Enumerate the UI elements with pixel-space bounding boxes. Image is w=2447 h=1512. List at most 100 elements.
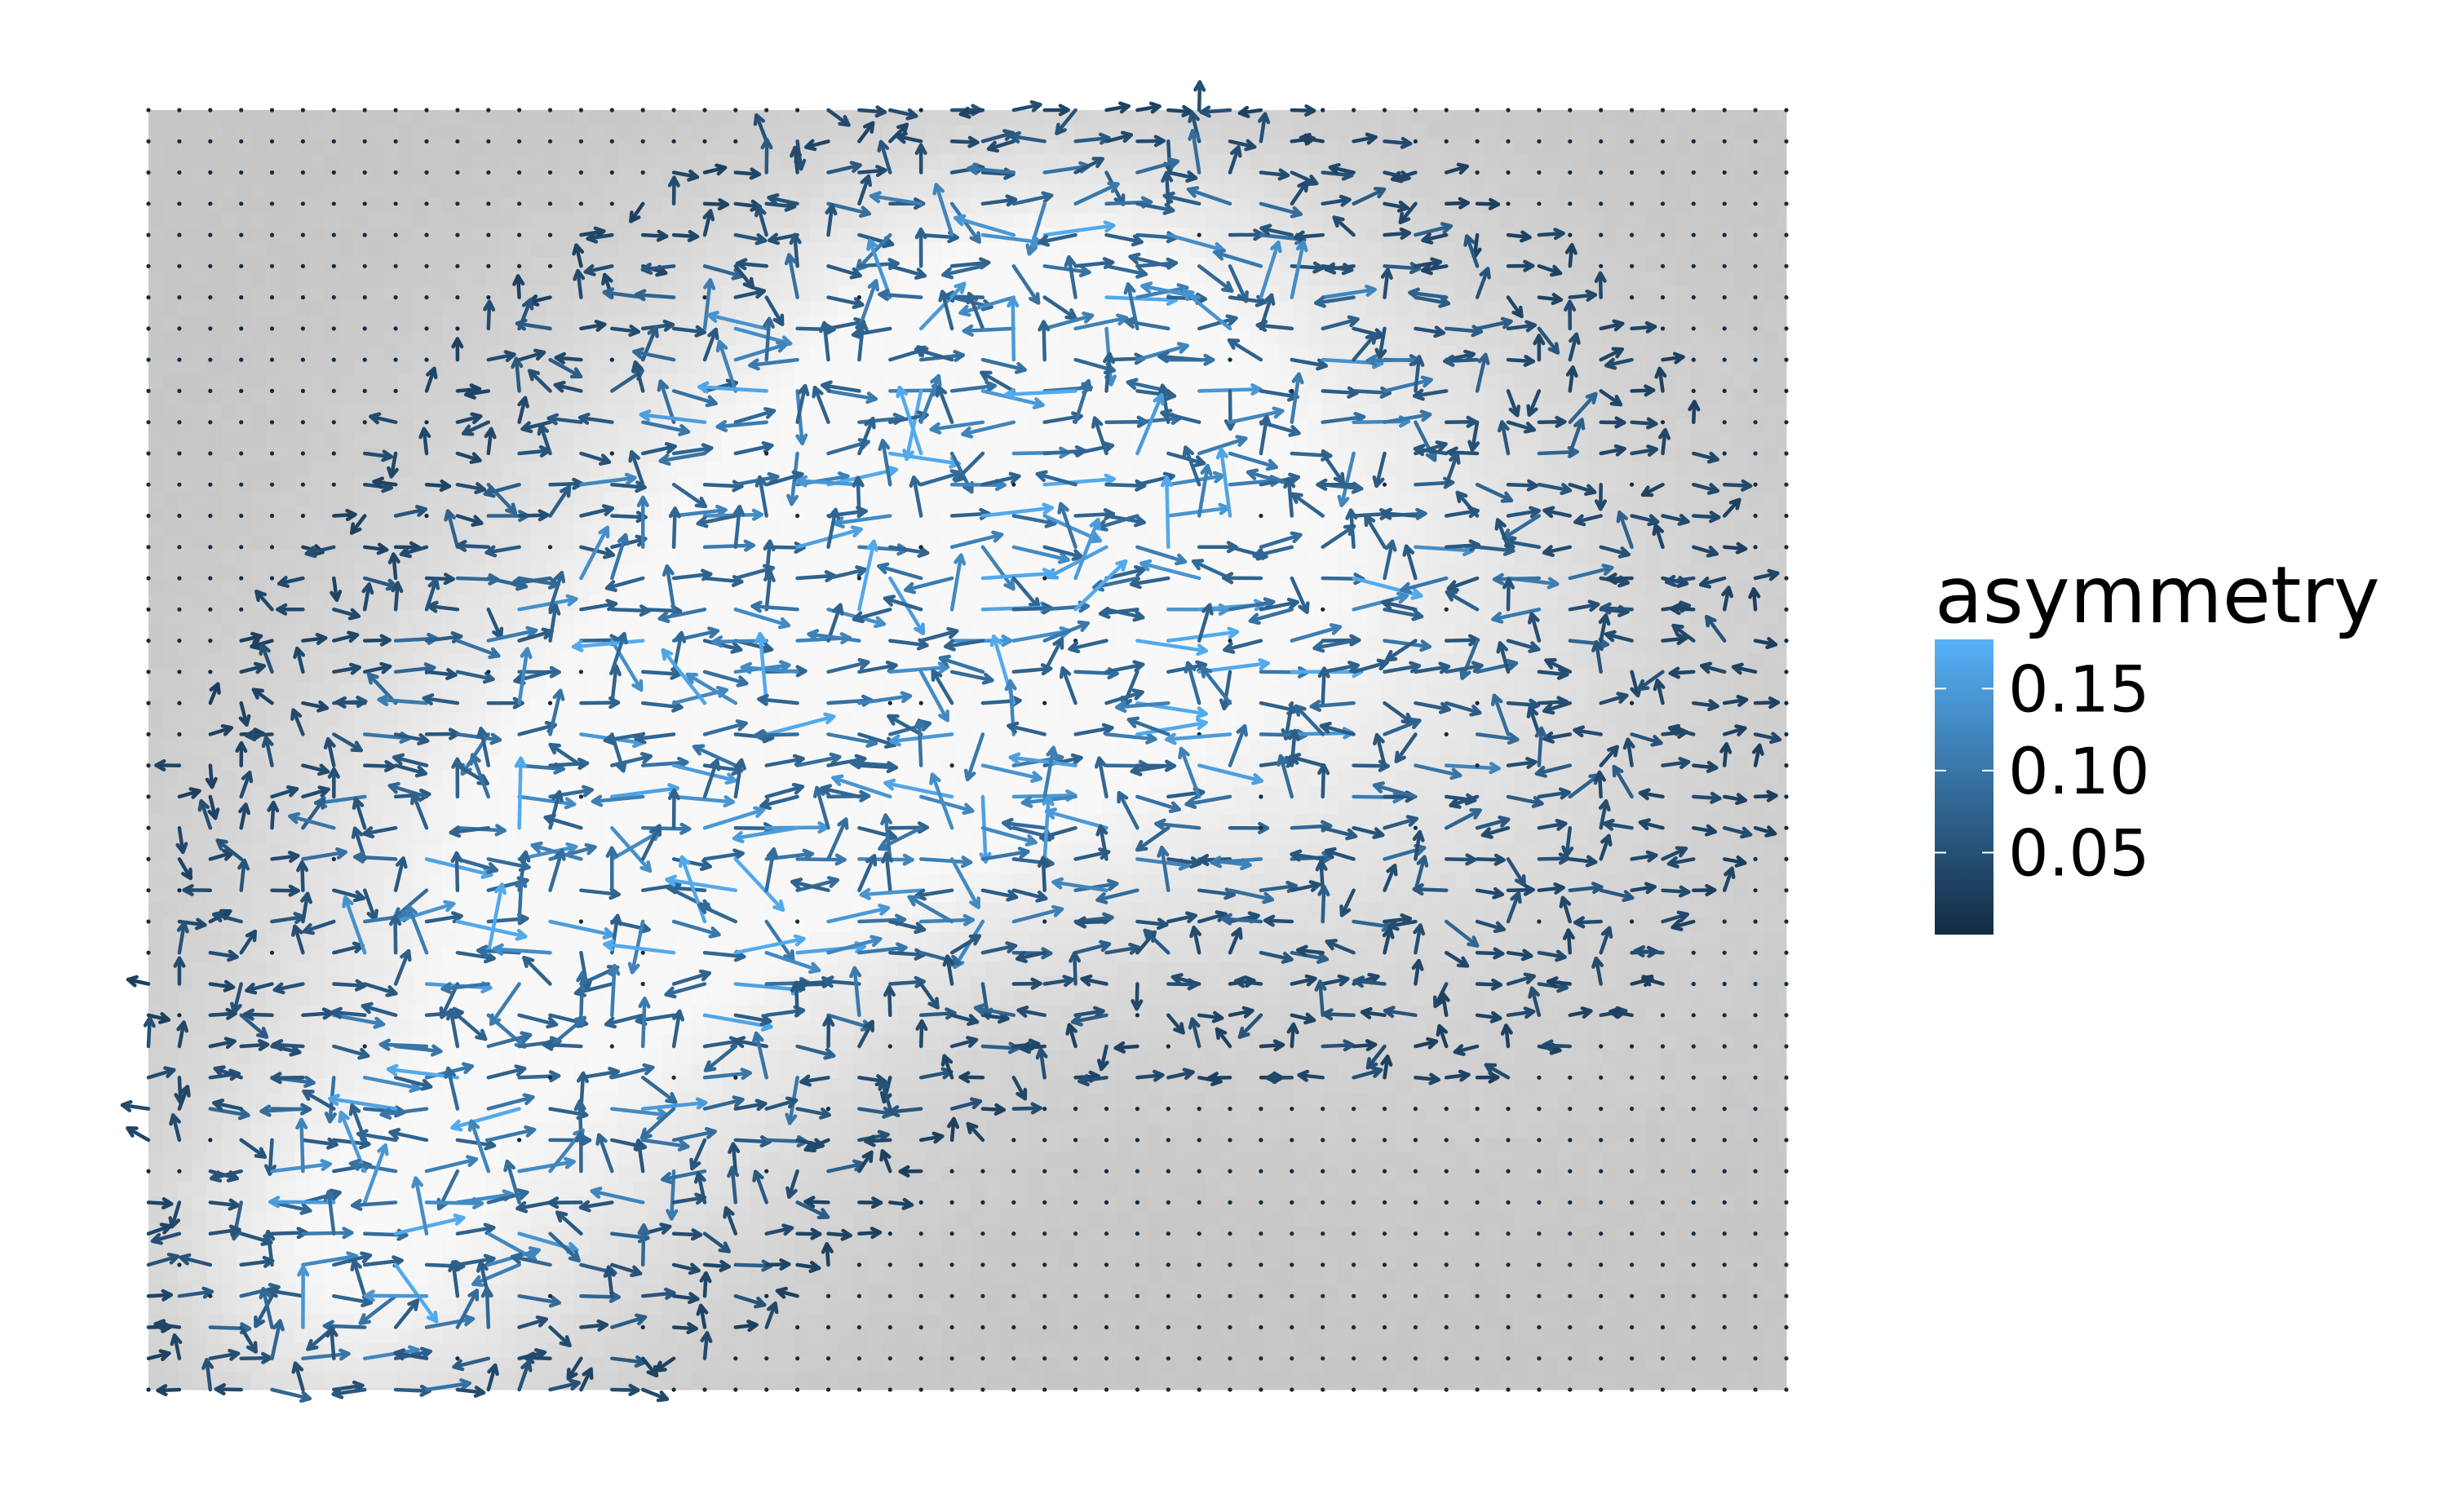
raster-cell	[1587, 198, 1603, 214]
raster-cell	[398, 565, 414, 581]
raster-cell	[1749, 272, 1764, 287]
raster-cell	[413, 242, 428, 258]
raster-cell	[853, 242, 869, 258]
raster-cell	[1514, 272, 1529, 287]
raster-cell	[912, 360, 927, 375]
raster-cell	[1073, 462, 1089, 478]
raster-cell	[1602, 477, 1617, 493]
raster-cell	[1573, 110, 1588, 126]
raster-cell	[1558, 595, 1573, 610]
raster-cell	[1220, 213, 1236, 228]
raster-cell	[237, 345, 252, 360]
raster-cell	[1514, 492, 1529, 507]
raster-cell	[1690, 712, 1706, 727]
raster-cell	[1499, 683, 1515, 698]
raster-cell	[369, 316, 384, 331]
raster-cell	[457, 741, 472, 757]
raster-cell	[354, 492, 369, 507]
raster-cell	[1323, 330, 1339, 346]
raster-cell	[1162, 360, 1177, 375]
raster-cell	[662, 213, 678, 228]
raster-cell	[1338, 139, 1353, 155]
raster-cell	[1690, 595, 1706, 610]
raster-cell	[1323, 228, 1339, 243]
raster-cell	[1514, 169, 1529, 184]
raster-cell	[1587, 697, 1603, 713]
raster-cell	[148, 595, 164, 610]
raster-cell	[1719, 110, 1735, 126]
raster-cell	[1485, 433, 1500, 449]
raster-cell	[1646, 639, 1662, 654]
raster-cell	[633, 550, 648, 566]
raster-cell	[516, 213, 531, 228]
raster-cell	[1411, 198, 1427, 214]
raster-cell	[1734, 345, 1750, 360]
raster-cell	[824, 683, 839, 698]
raster-cell	[530, 653, 546, 669]
raster-cell	[1631, 154, 1647, 170]
raster-cell	[1206, 110, 1221, 126]
raster-cell	[1294, 565, 1309, 581]
raster-cell	[310, 521, 325, 537]
raster-cell	[809, 668, 825, 683]
raster-cell	[692, 404, 707, 419]
raster-cell	[1382, 492, 1397, 507]
raster-cell	[956, 741, 971, 757]
raster-cell	[897, 169, 913, 184]
raster-cell	[1778, 741, 1787, 757]
raster-cell	[1162, 624, 1177, 639]
raster-cell	[369, 228, 384, 243]
raster-cell	[1675, 183, 1691, 199]
raster-cell	[1235, 712, 1250, 727]
raster-cell	[281, 433, 296, 449]
raster-cell	[471, 316, 487, 331]
raster-cell	[765, 492, 781, 507]
raster-cell	[1117, 741, 1133, 757]
raster-cell	[1279, 448, 1294, 463]
raster-cell	[897, 139, 913, 155]
raster-cell	[1602, 213, 1617, 228]
raster-cell	[677, 741, 693, 757]
raster-cell	[1705, 242, 1720, 258]
raster-cell	[1602, 506, 1617, 522]
raster-cell	[369, 345, 384, 360]
raster-cell	[956, 125, 971, 140]
raster-cell	[471, 550, 487, 566]
raster-cell	[1705, 198, 1720, 214]
raster-cell	[486, 198, 502, 214]
raster-cell	[1573, 712, 1588, 727]
raster-cell	[618, 125, 634, 140]
raster-cell	[1029, 360, 1045, 375]
raster-cell	[1382, 404, 1397, 419]
raster-cell	[222, 683, 237, 698]
raster-cell	[266, 492, 281, 507]
raster-cell	[545, 228, 560, 243]
raster-cell	[1367, 213, 1383, 228]
raster-cell	[251, 360, 267, 375]
raster-cell	[530, 169, 546, 184]
raster-cell	[1499, 360, 1515, 375]
raster-cell	[192, 228, 208, 243]
raster-cell	[192, 462, 208, 478]
raster-cell	[1220, 169, 1236, 184]
raster-cell	[1778, 521, 1787, 537]
raster-cell	[1029, 345, 1045, 360]
raster-cell	[192, 697, 208, 713]
raster-cell	[471, 462, 487, 478]
raster-cell	[413, 609, 428, 625]
raster-cell	[398, 477, 414, 493]
raster-cell	[281, 257, 296, 272]
raster-cell	[178, 624, 193, 639]
raster-cell	[1734, 125, 1750, 140]
raster-cell	[178, 462, 193, 478]
raster-cell	[604, 433, 619, 449]
raster-cell	[501, 316, 516, 331]
raster-cell	[809, 448, 825, 463]
raster-cell	[295, 741, 311, 757]
raster-cell	[1426, 198, 1441, 214]
raster-cell	[1264, 433, 1280, 449]
raster-cell	[956, 183, 971, 199]
raster-cell	[706, 462, 722, 478]
raster-cell	[192, 404, 208, 419]
